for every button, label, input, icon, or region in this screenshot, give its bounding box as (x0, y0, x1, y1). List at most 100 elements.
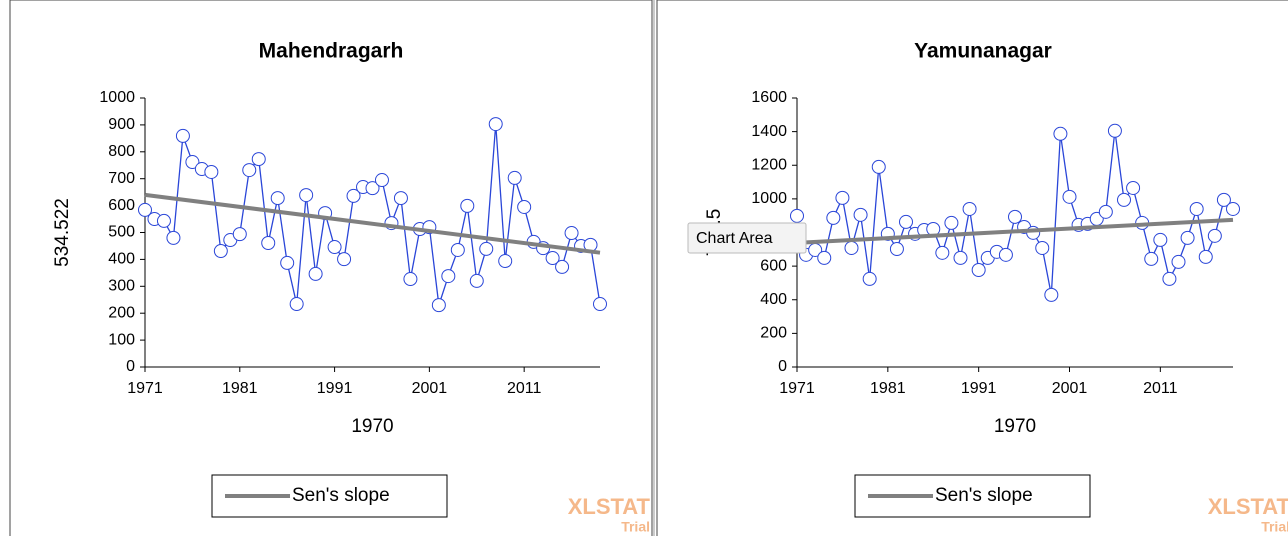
y-tick-label: 200 (108, 304, 135, 321)
tooltip-box (687, 222, 807, 254)
data-point (1171, 254, 1186, 269)
data-point (1226, 201, 1240, 216)
data-point (175, 128, 190, 143)
legend-label: Sen's slope (292, 485, 390, 506)
data-point (270, 191, 285, 206)
data-point (232, 227, 247, 242)
data-point (971, 262, 986, 277)
data-point (337, 252, 352, 267)
data-point (790, 208, 804, 223)
data-point (507, 170, 522, 185)
chart-title: Mahendragarh (259, 40, 404, 63)
data-point (844, 240, 859, 255)
data-point (204, 164, 219, 179)
data-point (593, 297, 607, 312)
data-point (1216, 192, 1231, 207)
x-tick-label: 2011 (1143, 380, 1178, 397)
data-point (1035, 240, 1050, 255)
data-point (460, 198, 475, 213)
data-point (944, 215, 959, 230)
data-point (450, 242, 465, 257)
y-tick-label: 600 (108, 197, 135, 214)
y-tick-label: 1600 (751, 89, 787, 106)
y-tick-label: 800 (108, 143, 135, 160)
data-point (469, 273, 484, 288)
tooltip-text: Chart Area (696, 230, 773, 247)
y-tick-label: 1400 (751, 123, 787, 140)
data-point (251, 152, 266, 167)
y-axis-label: 534.522 (52, 198, 73, 267)
panel-border (9, 0, 653, 541)
watermark-brand: XLSTAT (568, 494, 651, 519)
data-point (899, 214, 913, 229)
data-point (953, 250, 968, 265)
y-tick-label: 1200 (751, 156, 787, 173)
data-point (280, 255, 295, 270)
data-point (1153, 232, 1168, 247)
data-point (166, 230, 181, 245)
data-point (261, 235, 276, 250)
data-point (1008, 209, 1022, 224)
data-point (835, 190, 850, 205)
y-tick-label: 400 (108, 251, 135, 268)
legend-label: Sen's slope (935, 485, 1033, 506)
x-tick-label: 1981 (870, 380, 906, 397)
data-point (488, 117, 503, 132)
data-point (374, 173, 389, 188)
data-point (498, 254, 513, 269)
data-point (1044, 287, 1059, 302)
data-point (365, 181, 380, 196)
data-point (346, 188, 361, 203)
data-point (1162, 271, 1177, 286)
data-point (441, 269, 456, 284)
watermark-note: Trial (621, 519, 650, 535)
data-point (393, 191, 408, 206)
y-tick-label: 1000 (751, 190, 787, 207)
data-point (517, 199, 532, 214)
x-tick-label: 1991 (317, 380, 353, 397)
data-point (1053, 126, 1068, 141)
data-point (826, 210, 841, 225)
data-point (935, 245, 950, 260)
x-tick-label: 2011 (507, 380, 542, 397)
data-point (156, 213, 171, 228)
y-tick-label: 1000 (99, 89, 135, 106)
data-point (998, 247, 1013, 262)
data-point (299, 188, 314, 203)
y-tick-label: 0 (126, 358, 135, 375)
data-point (289, 297, 304, 312)
chart-title: Yamunanagar (914, 40, 1052, 63)
data-point (1189, 201, 1204, 216)
data-point (1180, 230, 1195, 245)
y-tick-label: 200 (760, 325, 787, 342)
data-point (431, 298, 446, 313)
y-tick-label: 900 (108, 116, 135, 133)
trend-line (796, 217, 1234, 245)
data-point (185, 155, 200, 170)
data-point (564, 226, 579, 241)
y-tick-label: 100 (108, 331, 135, 348)
x-axis-label: 1970 (994, 416, 1036, 437)
data-point (1207, 228, 1222, 243)
data-point (962, 201, 977, 216)
data-point (1198, 249, 1213, 264)
data-point (817, 250, 832, 265)
y-tick-label: 500 (108, 224, 135, 241)
x-tick-label: 1981 (222, 380, 258, 397)
trend-line (144, 192, 601, 255)
data-point (545, 251, 560, 266)
x-tick-label: 1991 (961, 380, 997, 397)
data-point (479, 241, 494, 256)
data-point (213, 244, 228, 259)
data-line (144, 124, 601, 306)
y-tick-label: 400 (760, 291, 787, 308)
data-point (1098, 204, 1113, 219)
x-tick-label: 1971 (127, 380, 163, 397)
y-tick-label: 300 (108, 278, 135, 295)
data-point (1062, 189, 1077, 204)
data-point (308, 266, 323, 281)
x-tick-label: 2001 (1052, 380, 1088, 397)
y-tick-label: 600 (760, 257, 787, 274)
data-point (862, 271, 877, 286)
